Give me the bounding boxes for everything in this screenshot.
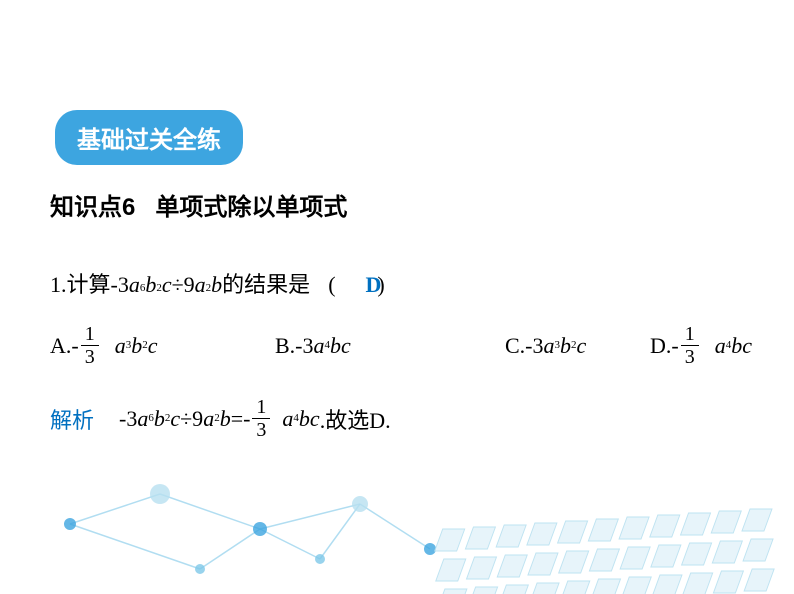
q-suffix: 的结果是 xyxy=(222,267,310,299)
var-b: b xyxy=(330,333,341,359)
knowledge-title: 单项式除以单项式 xyxy=(155,194,347,221)
exp: 2 xyxy=(156,282,162,294)
option-b: B.-3 a4bc xyxy=(275,333,505,359)
exp: 2 xyxy=(206,282,212,294)
var-a: a xyxy=(203,406,214,432)
var-b: b xyxy=(299,406,310,432)
var-b: b xyxy=(131,333,142,359)
fraction: 1 3 xyxy=(81,324,99,367)
var-b: b xyxy=(220,406,231,432)
q-op: ÷9 xyxy=(172,272,195,298)
opt-label: D.- xyxy=(650,333,679,359)
var-a: a xyxy=(129,272,140,298)
var-b: b xyxy=(145,272,156,298)
var-c: c xyxy=(742,333,752,359)
exp: 6 xyxy=(148,412,154,424)
fraction: 1 3 xyxy=(681,324,699,367)
knowledge-index: 知识点6 xyxy=(50,194,135,221)
var-b: b xyxy=(560,333,571,359)
var-c: c xyxy=(577,333,587,359)
fraction: 1 3 xyxy=(252,397,270,440)
var-c: c xyxy=(148,333,158,359)
background-deco xyxy=(0,454,794,594)
opt-label: A.- xyxy=(50,333,79,359)
var-b: b xyxy=(211,272,222,298)
exp: 6 xyxy=(140,282,146,294)
var-c: c xyxy=(170,406,180,432)
q-number: 1. xyxy=(50,272,67,298)
exp: 4 xyxy=(293,412,299,424)
exp: 2 xyxy=(165,412,171,424)
var-a: a xyxy=(137,406,148,432)
var-c: c xyxy=(162,272,172,298)
exp: 2 xyxy=(214,412,220,424)
var-a: a xyxy=(195,272,206,298)
exp: 4 xyxy=(325,339,331,351)
e-lead: -3 xyxy=(119,406,137,432)
exp: 3 xyxy=(555,339,561,351)
denominator: 3 xyxy=(252,418,270,440)
exp: 2 xyxy=(142,339,148,351)
var-a: a xyxy=(282,406,293,432)
var-a: a xyxy=(544,333,555,359)
opt-label: C.-3 xyxy=(505,333,544,359)
option-c: C.-3 a3b2c xyxy=(505,333,650,359)
denominator: 3 xyxy=(681,345,699,367)
denominator: 3 xyxy=(81,345,99,367)
explain-label: 解析 xyxy=(50,403,94,435)
var-c: c xyxy=(341,333,351,359)
exp: 3 xyxy=(126,339,132,351)
paren-open: ( xyxy=(328,272,335,298)
var-a: a xyxy=(715,333,726,359)
numerator: 1 xyxy=(81,324,99,345)
slide: 基础过关全练 知识点6 单项式除以单项式 1. 计算-3 a6b2c ÷9 a2… xyxy=(0,0,794,594)
var-a: a xyxy=(314,333,325,359)
var-b: b xyxy=(154,406,165,432)
explanation: 解析 -3 a6b2c ÷9 a2b =- 1 3 a4bc .故选D. xyxy=(50,397,794,440)
knowledge-point: 知识点6 单项式除以单项式 xyxy=(50,187,794,222)
var-a: a xyxy=(115,333,126,359)
var-c: c xyxy=(310,406,320,432)
numerator: 1 xyxy=(681,324,699,345)
opt-label: B.-3 xyxy=(275,333,314,359)
options-row: A.- 1 3 a3b2c B.-3 a4bc C.-3 a3b2c D.- 1… xyxy=(50,324,794,367)
exp: 4 xyxy=(726,339,732,351)
e-tail: .故选D. xyxy=(320,403,391,435)
option-a: A.- 1 3 a3b2c xyxy=(50,324,275,367)
exp: 2 xyxy=(571,339,577,351)
e-op: ÷9 xyxy=(180,406,203,432)
section-banner: 基础过关全练 xyxy=(55,110,243,165)
paren-close: ) xyxy=(377,272,384,298)
question: 1. 计算-3 a6b2c ÷9 a2b 的结果是 ( D ) xyxy=(50,267,794,299)
e-eq: =- xyxy=(231,406,251,432)
q-prefix: 计算-3 xyxy=(67,267,129,299)
var-b: b xyxy=(731,333,742,359)
numerator: 1 xyxy=(252,397,270,418)
option-d: D.- 1 3 a4bc xyxy=(650,324,752,367)
banner-text: 基础过关全练 xyxy=(77,127,221,154)
